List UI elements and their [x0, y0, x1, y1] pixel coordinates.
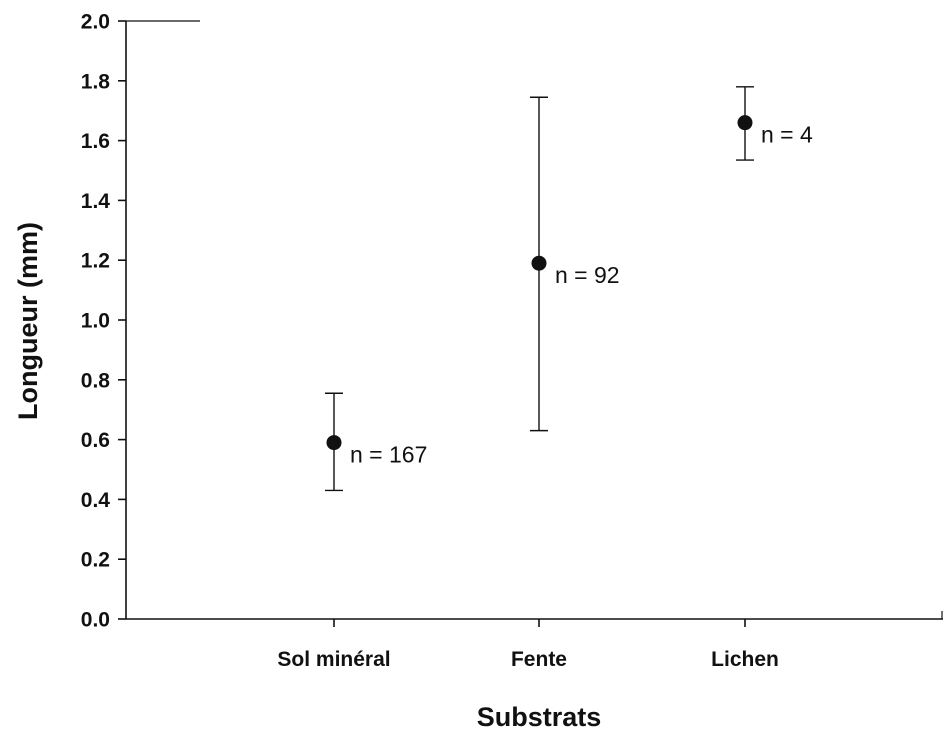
data-point: [326, 435, 342, 451]
y-tick-label: 0.8: [81, 369, 111, 392]
y-tick-label: 1.8: [81, 70, 111, 93]
x-axis-ticks: Sol minéral Fente Lichen: [277, 619, 779, 671]
axes: [125, 20, 943, 620]
sample-size-label: n = 4: [761, 122, 813, 148]
data-point: [531, 255, 547, 271]
x-tick-label: Sol minéral: [277, 648, 390, 671]
y-tick-label: 1.6: [81, 130, 110, 153]
x-tick-label: Lichen: [711, 648, 779, 671]
x-axis-title: Substrats: [477, 702, 602, 732]
sample-size-label: n = 92: [555, 262, 620, 288]
y-tick-label: 0.4: [81, 489, 111, 512]
y-tick-label: 1.2: [81, 250, 110, 273]
y-tick-label: 2.0: [81, 11, 110, 34]
sample-size-label: n = 167: [350, 442, 427, 468]
y-axis-title: Longueur (mm): [13, 222, 43, 420]
y-tick-label: 1.0: [81, 310, 110, 333]
y-tick-label: 0.2: [81, 549, 110, 572]
y-tick-label: 1.4: [81, 190, 111, 213]
y-axis-ticks: 0.0 0.2 0.4 0.6 0.8 1.0 1.2 1.4 1.6 1.8 2.0: [81, 11, 126, 632]
y-tick-label: 0.6: [81, 429, 110, 452]
data-points: n = 167 n = 92 n = 4: [325, 86, 813, 492]
x-tick-label: Fente: [511, 648, 567, 671]
data-point: [737, 115, 753, 131]
y-tick-label: 0.0: [81, 609, 110, 632]
